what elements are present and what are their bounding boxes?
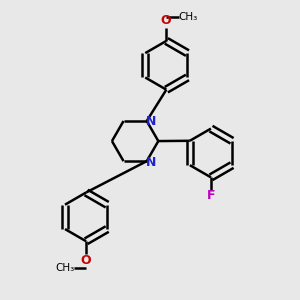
Text: CH₃: CH₃ <box>178 11 197 22</box>
Text: CH₃: CH₃ <box>55 263 74 273</box>
Text: N: N <box>146 115 156 128</box>
Text: F: F <box>207 189 215 202</box>
Text: O: O <box>160 14 171 27</box>
Text: N: N <box>146 156 156 169</box>
Text: O: O <box>80 254 91 267</box>
